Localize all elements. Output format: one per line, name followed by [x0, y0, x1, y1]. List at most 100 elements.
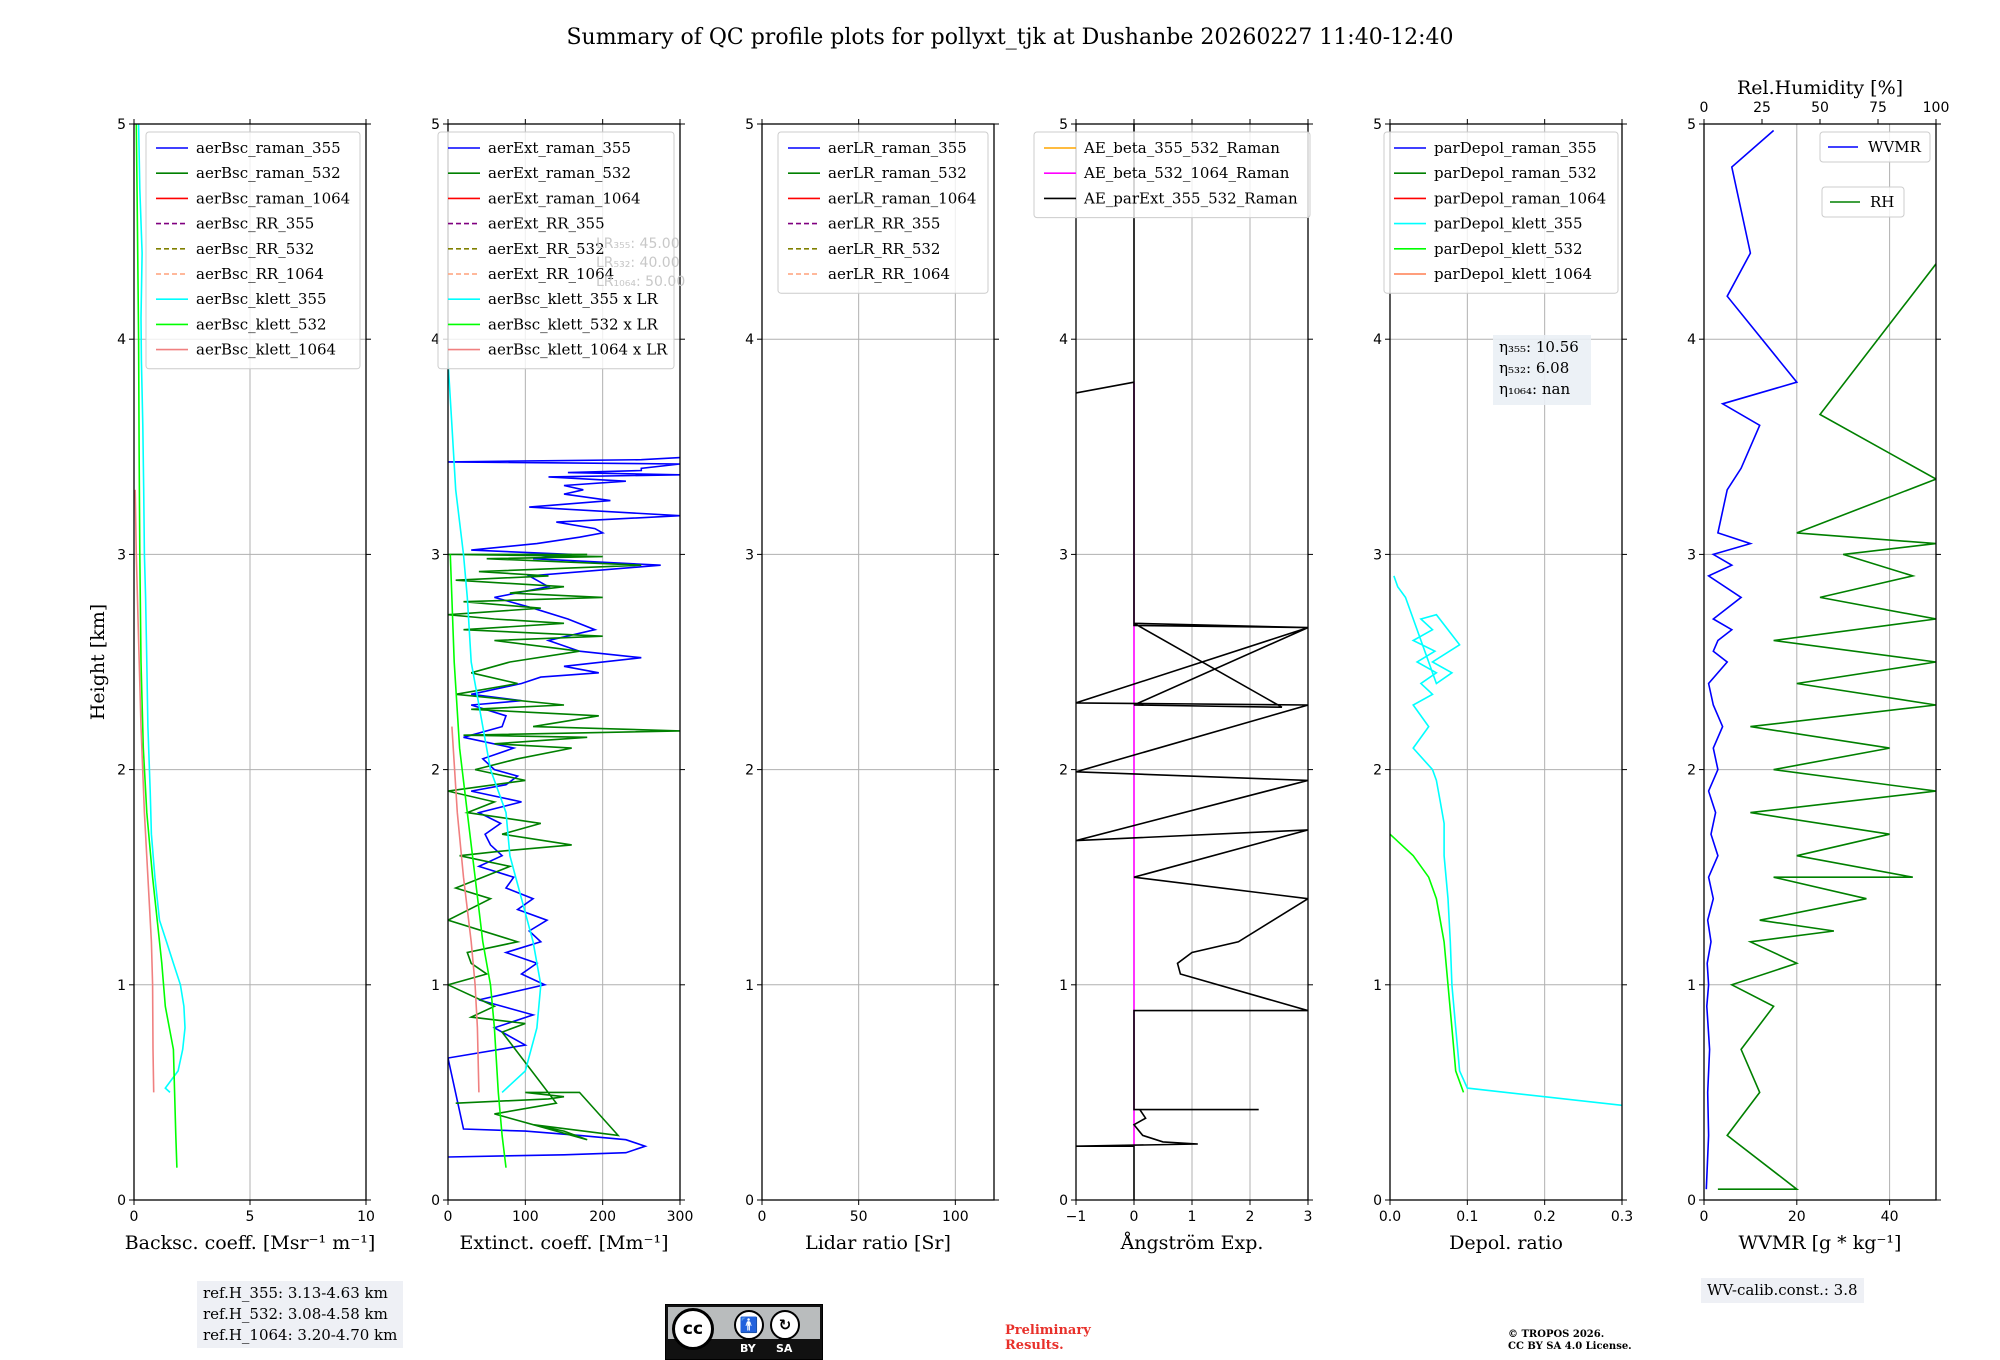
- series-aerBsc_klett_1064: [134, 489, 155, 1093]
- panel-depolarization: 0.0 0.1 0.2 0.3 0 1 2 3 4 5 Depol. ratio parDepol_r…: [1373, 117, 1633, 1254]
- lidar-ratio-label: LR₃₅₅: 45.00: [596, 236, 680, 252]
- x-tick-label: 10: [357, 1209, 375, 1225]
- y-tick-label: 2: [117, 763, 126, 779]
- y-tick-label: 5: [745, 117, 754, 133]
- y-tick-label: 2: [1059, 763, 1068, 779]
- x-tick-label: 0: [1130, 1209, 1139, 1225]
- x2-tick-label: 75: [1869, 100, 1887, 116]
- x-tick-label: 0.0: [1379, 1209, 1401, 1225]
- x-tick-label: 0: [130, 1209, 139, 1225]
- legend-label-aerBsc_raman_355: aerBsc_raman_355: [196, 139, 341, 157]
- panel-backscatter: 0 5 10 0 1 2 3 4 5 Backsc. coeff. [Msr⁻¹ m⁻¹] Heig…: [87, 117, 375, 1254]
- y-tick-label: 4: [1059, 332, 1068, 348]
- x-tick-label: 1: [1188, 1209, 1197, 1225]
- share-alike-icon: ↻: [770, 1310, 800, 1340]
- legend-label-aerBsc_RR_355: aerBsc_RR_355: [196, 215, 314, 233]
- x-tick-label: 0: [1700, 1209, 1709, 1225]
- by-icon: 🚹: [734, 1310, 764, 1340]
- legend-label-aerLR_RR_1064: aerLR_RR_1064: [828, 265, 950, 283]
- legend-label-aerExt_RR_1064: aerExt_RR_1064: [488, 265, 614, 283]
- x-axis-label: Ångström Exp.: [1120, 1232, 1264, 1254]
- y-tick-label: 2: [1373, 763, 1382, 779]
- legend-label-parDepol_raman_532: parDepol_raman_532: [1434, 164, 1597, 182]
- legend-label-parDepol_klett_1064: parDepol_klett_1064: [1434, 265, 1592, 283]
- copyright-line-2: CC BY SA 4.0 License.: [1508, 1341, 1632, 1352]
- y-tick-label: 2: [431, 763, 440, 779]
- y-tick-label: 1: [1059, 978, 1068, 994]
- x-tick-label: 50: [850, 1209, 868, 1225]
- x2-tick-label: 50: [1811, 100, 1829, 116]
- legend-label-aerBsc_RR_532: aerBsc_RR_532: [196, 240, 314, 258]
- y-tick-label: 0: [431, 1193, 440, 1209]
- series-aerExt_raman_532: [448, 553, 680, 1141]
- legend-label-AE_parExt_355_532_Raman: AE_parExt_355_532_Raman: [1083, 189, 1298, 207]
- legend-label-aerLR_raman_532: aerLR_raman_532: [828, 164, 967, 182]
- legend-box: [1033, 131, 1311, 219]
- y-tick-label: 0: [117, 1193, 126, 1209]
- x-tick-label: 100: [512, 1209, 539, 1225]
- x-tick-label: 40: [1881, 1209, 1899, 1225]
- series-aerBsc_klett_532: [135, 124, 178, 1168]
- ref-height-box: ref.H_355: 3.13-4.63 km ref.H_532: 3.08-…: [197, 1281, 404, 1348]
- legend-box: [1821, 186, 1905, 218]
- ref-height-1064: ref.H_1064: 3.20-4.70 km: [203, 1326, 398, 1344]
- y-tick-label: 4: [745, 332, 754, 348]
- legend-box: [145, 131, 361, 370]
- y-tick-label: 0: [745, 1193, 754, 1209]
- y-tick-label: 0: [1059, 1193, 1068, 1209]
- legend-label-parDepol_raman_355: parDepol_raman_355: [1434, 139, 1597, 157]
- copyright-line-1: © TROPOS 2026.: [1508, 1329, 1605, 1340]
- x-tick-label: 3: [1304, 1209, 1313, 1225]
- x-axis-label: Lidar ratio [Sr]: [805, 1232, 951, 1254]
- y-tick-label: 2: [745, 763, 754, 779]
- legend-label-aerBsc_raman_532: aerBsc_raman_532: [196, 164, 341, 182]
- ref-height-355: ref.H_355: 3.13-4.63 km: [203, 1284, 388, 1302]
- y-tick-label: 5: [1059, 117, 1068, 133]
- series-aerBsc_klett_355 x LR: [448, 360, 542, 1093]
- series-RH: [1717, 263, 1936, 1190]
- y-tick-label: 5: [1687, 117, 1696, 133]
- legend-box: [437, 131, 675, 370]
- x-tick-label: 0.1: [1456, 1209, 1478, 1225]
- legend-label-aerBsc_klett_1064 x LR: aerBsc_klett_1064 x LR: [488, 341, 668, 359]
- y-tick-label: 4: [431, 332, 440, 348]
- y-tick-label: 5: [117, 117, 126, 133]
- y-tick-label: 5: [431, 117, 440, 133]
- series-aerExt_raman_355: [448, 456, 680, 1158]
- legend-label-AE_beta_355_532_Raman: AE_beta_355_532_Raman: [1083, 139, 1280, 157]
- eta-label: η₃₅₅: 10.56: [1499, 338, 1579, 356]
- legend-label-aerExt_raman_355: aerExt_raman_355: [488, 139, 631, 157]
- legend-label-WVMR: WVMR: [1868, 138, 1922, 156]
- eta-box: [1493, 335, 1591, 405]
- y-tick-label: 3: [431, 547, 440, 563]
- y-tick-label: 0: [1373, 1193, 1382, 1209]
- y-tick-label: 1: [431, 978, 440, 994]
- axes-frame: [1389, 123, 1623, 1201]
- axes-frame: [1703, 123, 1937, 1201]
- legend-label-aerExt_raman_532: aerExt_raman_532: [488, 164, 631, 182]
- legend-label-RH: RH: [1870, 193, 1894, 211]
- figure-title: Summary of QC profile plots for pollyxt_…: [566, 25, 1453, 50]
- legend-label-aerLR_raman_355: aerLR_raman_355: [828, 139, 967, 157]
- copyright-note: © TROPOS 2026. CC BY SA 4.0 License.: [1508, 1329, 1632, 1353]
- x2-tick-label: 25: [1753, 100, 1771, 116]
- legend-label-aerLR_RR_532: aerLR_RR_532: [828, 240, 940, 258]
- wv-calib-box: WV-calib.const.: 3.8: [1701, 1278, 1864, 1303]
- x-tick-label: 0: [444, 1209, 453, 1225]
- y-tick-label: 5: [1373, 117, 1382, 133]
- y-tick-label: 1: [1373, 978, 1382, 994]
- by-label: BY: [740, 1342, 756, 1355]
- sa-label: SA: [776, 1342, 793, 1355]
- series-aerBsc_klett_355: [137, 124, 186, 1093]
- x-axis-label: Extinct. coeff. [Mm⁻¹]: [459, 1232, 668, 1254]
- legend-label-aerLR_raman_1064: aerLR_raman_1064: [828, 189, 976, 207]
- y-tick-label: 2: [1687, 763, 1696, 779]
- x-tick-label: 2: [1246, 1209, 1255, 1225]
- preliminary-line-1: Preliminary: [1005, 1323, 1091, 1338]
- legend-box: [777, 131, 989, 294]
- series-AE_parExt_355_532_Raman: [1076, 124, 1308, 1200]
- y-tick-label: 1: [1687, 978, 1696, 994]
